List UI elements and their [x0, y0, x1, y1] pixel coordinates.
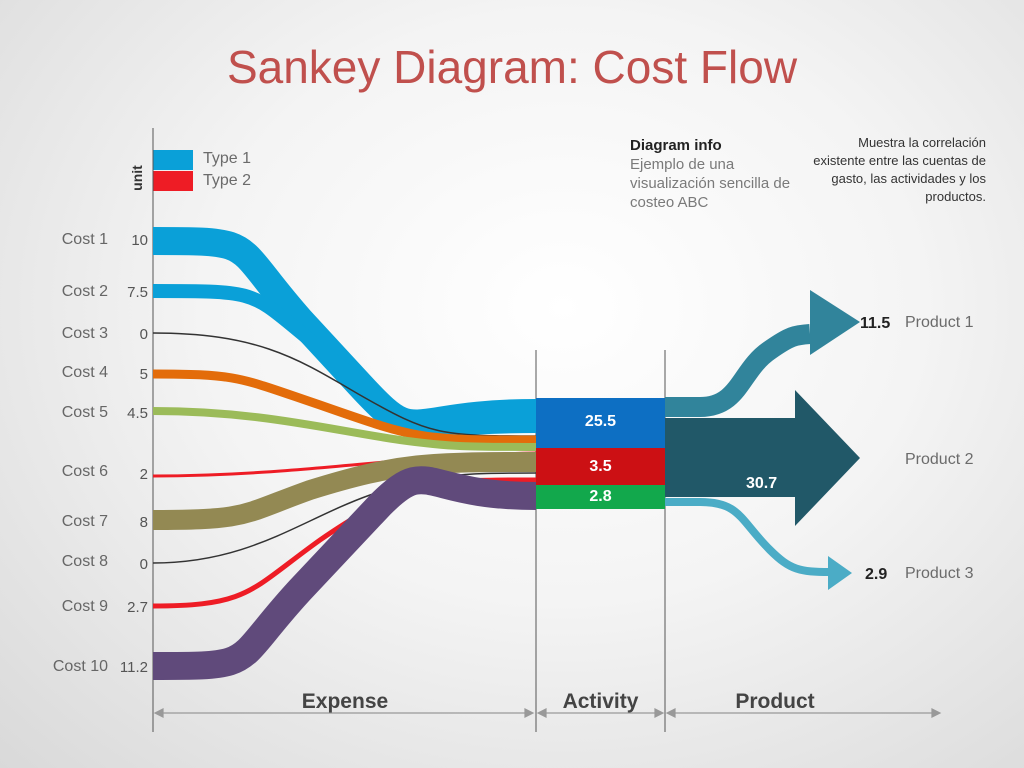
diagram-info-title: Diagram info	[630, 137, 722, 154]
section-label-product: Product	[735, 690, 815, 713]
activity-box-3	[536, 485, 665, 509]
flow-cost-5	[152, 407, 537, 451]
correlation-note: Muestra la correlación existente entre l…	[813, 135, 986, 204]
flow-product-3	[665, 498, 831, 576]
cost-label-9: Cost 9	[61, 598, 108, 615]
expense-arrow-left	[153, 708, 164, 718]
arrow-product-2	[665, 390, 860, 526]
cost-label-2: Cost 2	[61, 283, 108, 300]
product-label-1: Product 1	[905, 314, 974, 331]
product-arrow-right	[931, 708, 942, 718]
legend-label-type-1: Type 1	[203, 150, 252, 167]
cost-value-3: 0	[139, 326, 148, 343]
product-arrow-left	[665, 708, 676, 718]
arrow-product-1	[810, 290, 860, 355]
product-label-2: Product 2	[905, 451, 974, 468]
activity-arrow-left	[536, 708, 547, 718]
flow-cost-7	[152, 452, 537, 530]
flow-product-1	[665, 324, 811, 417]
activity-box-1	[536, 398, 665, 448]
cost-label-7: Cost 7	[61, 513, 108, 530]
cost-value-8: 0	[139, 556, 148, 573]
section-label-activity: Activity	[562, 690, 639, 713]
flow-cost-1	[152, 227, 537, 438]
product-value-2: 30.7	[746, 475, 778, 492]
activity-value-2: 3.5	[589, 458, 612, 475]
flow-cost-8	[152, 472, 537, 564]
section-label-expense: Expense	[301, 690, 389, 713]
legend-label-type-2: Type 2	[203, 172, 252, 189]
diagram-info-body: Ejemplo de una visualización sencilla de…	[630, 156, 791, 211]
expense-arrow-right	[524, 708, 535, 718]
cost-value-10: 11.2	[119, 659, 148, 676]
activity-box-2	[536, 448, 665, 485]
product-label-3: Product 3	[905, 565, 974, 582]
arrow-product-3	[828, 556, 852, 590]
flow-cost-2	[152, 284, 537, 436]
product-value-3: 2.9	[865, 566, 888, 583]
cost-value-6: 2	[139, 466, 148, 483]
legend-swatch-type-1	[153, 150, 193, 170]
cost-value-1: 10	[131, 232, 148, 249]
legend-swatch-type-2	[153, 171, 193, 191]
cost-label-6: Cost 6	[61, 463, 108, 480]
page-title: Sankey Diagram: Cost Flow	[226, 41, 798, 93]
flow-cost-10	[152, 466, 537, 680]
cost-value-4: 5	[139, 366, 148, 383]
cost-label-3: Cost 3	[61, 325, 108, 342]
flow-cost-3	[152, 332, 537, 437]
activity-arrow-right	[654, 708, 665, 718]
flow-cost-4	[152, 369, 537, 445]
cost-label-8: Cost 8	[61, 553, 108, 570]
cost-value-2: 7.5	[127, 284, 148, 301]
cost-value-5: 4.5	[127, 405, 148, 422]
cost-label-10: Cost 10	[52, 658, 108, 675]
activity-value-3: 2.8	[589, 488, 612, 505]
cost-label-5: Cost 5	[61, 404, 108, 421]
cost-label-4: Cost 4	[61, 364, 108, 381]
activity-value-1: 25.5	[584, 413, 617, 430]
cost-label-1: Cost 1	[61, 231, 108, 248]
cost-value-9: 2.7	[127, 599, 148, 616]
cost-value-7: 8	[139, 514, 148, 531]
product-value-1: 11.5	[860, 315, 891, 332]
